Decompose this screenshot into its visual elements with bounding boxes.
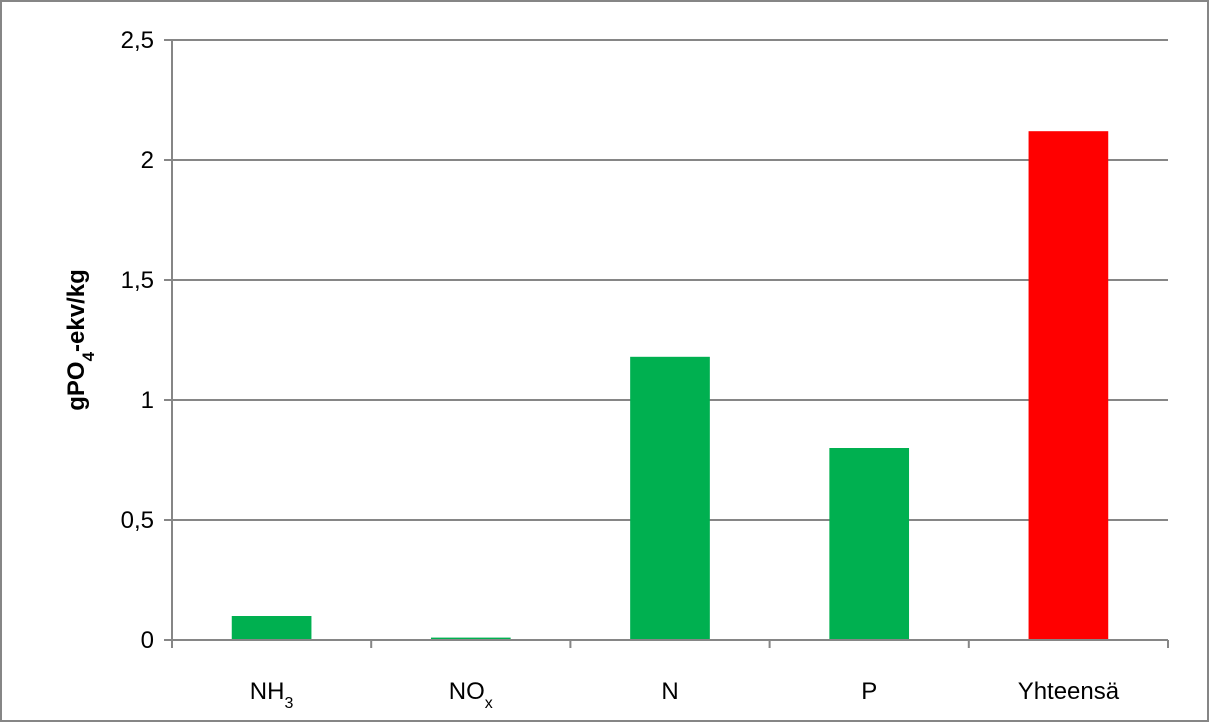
y-axis-title-pre: gPO: [63, 361, 90, 410]
y-tick-label: 2,5: [121, 27, 154, 54]
x-tick-label: N: [661, 678, 678, 705]
y-tick-label: 1,5: [121, 267, 154, 294]
y-tick-label: 1: [141, 387, 154, 414]
tick-labels: 0 0,5 1 1,5 2 2,5 NH3 NOx N P Yhteensä: [121, 27, 1120, 712]
y-axis-title: gPO4-ekv/kg: [63, 269, 98, 411]
x-tick-label: NOx: [449, 678, 493, 712]
x-tick-label: Yhteensä: [1018, 678, 1120, 705]
bar: [829, 448, 910, 640]
bar: [430, 637, 511, 640]
axes: [164, 39, 1169, 648]
y-axis-title-sub: 4: [79, 351, 98, 361]
bars: [231, 131, 1109, 640]
y-tick-label: 0,5: [121, 507, 154, 534]
gridlines: [172, 39, 1168, 521]
x-tick-label: P: [861, 678, 877, 705]
y-tick-label: 0: [141, 627, 154, 654]
bar: [1028, 131, 1109, 640]
bar: [630, 356, 710, 640]
y-axis-title-post: -ekv/kg: [63, 269, 90, 352]
y-tick-label: 2: [141, 147, 154, 174]
bar: [231, 616, 312, 640]
x-tick-label: NH3: [250, 678, 294, 712]
